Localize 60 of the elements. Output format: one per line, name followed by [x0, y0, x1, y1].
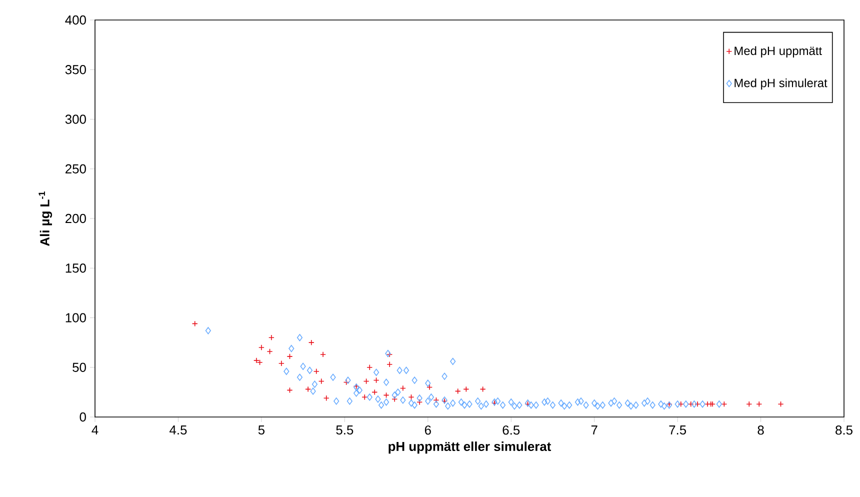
point — [756, 401, 762, 408]
x-tick-label: 5 — [258, 426, 264, 435]
legend-label: Med pH uppmätt — [734, 46, 822, 58]
point — [433, 397, 440, 404]
point — [778, 401, 784, 408]
x-tick-label: 4.5 — [170, 426, 187, 435]
point — [678, 401, 684, 408]
point — [362, 394, 368, 400]
x-tick-label: 7 — [591, 426, 598, 434]
point — [253, 357, 260, 364]
point — [318, 378, 324, 384]
x-tick-label: 8.5 — [836, 426, 852, 435]
point — [286, 353, 293, 360]
x-tick-label: 8 — [758, 426, 764, 435]
point — [278, 360, 284, 366]
y-tick-label: 150 — [66, 264, 86, 273]
point — [343, 379, 350, 386]
point — [366, 364, 373, 370]
point — [463, 386, 470, 392]
y-tick-label: 400 — [65, 15, 86, 25]
y-tick-label: 100 — [66, 313, 86, 322]
point — [268, 334, 274, 341]
y-tick-label: 50 — [72, 362, 86, 372]
y-tick-label: 350 — [65, 65, 86, 74]
point — [320, 351, 326, 358]
point — [313, 368, 320, 374]
point — [454, 388, 461, 394]
x-tick-label: 4 — [92, 426, 98, 434]
point — [256, 359, 263, 366]
x-tick-label: 6.5 — [502, 426, 520, 435]
x-tick-label: 5.5 — [336, 426, 354, 435]
point — [708, 401, 714, 408]
y-tick-label: 250 — [66, 164, 86, 174]
y-axis-title: Ali µg L$^{-1}$ — [38, 191, 52, 246]
point — [373, 377, 380, 384]
point — [286, 387, 293, 394]
point — [305, 386, 312, 392]
y-tick-label: 200 — [66, 214, 86, 224]
point — [363, 378, 370, 384]
point — [258, 344, 264, 351]
point — [266, 348, 273, 354]
x-axis-title: pH uppmätt eller simulerat — [388, 442, 552, 454]
point — [372, 389, 378, 396]
point — [308, 340, 314, 346]
point — [383, 392, 390, 398]
point — [704, 401, 711, 408]
point — [192, 320, 198, 327]
point — [323, 395, 330, 402]
y-tick-label: 0 — [80, 412, 86, 422]
legend-label: Med pH simulerat — [734, 78, 828, 90]
point — [400, 385, 406, 392]
point — [721, 401, 728, 408]
y-tick-label: 300 — [65, 114, 86, 124]
point — [746, 401, 752, 408]
x-tick-label: 7.5 — [669, 426, 686, 435]
point — [416, 399, 423, 406]
x-tick-label: 6 — [424, 426, 431, 435]
point — [480, 386, 486, 392]
point — [386, 361, 393, 368]
point — [408, 394, 414, 400]
